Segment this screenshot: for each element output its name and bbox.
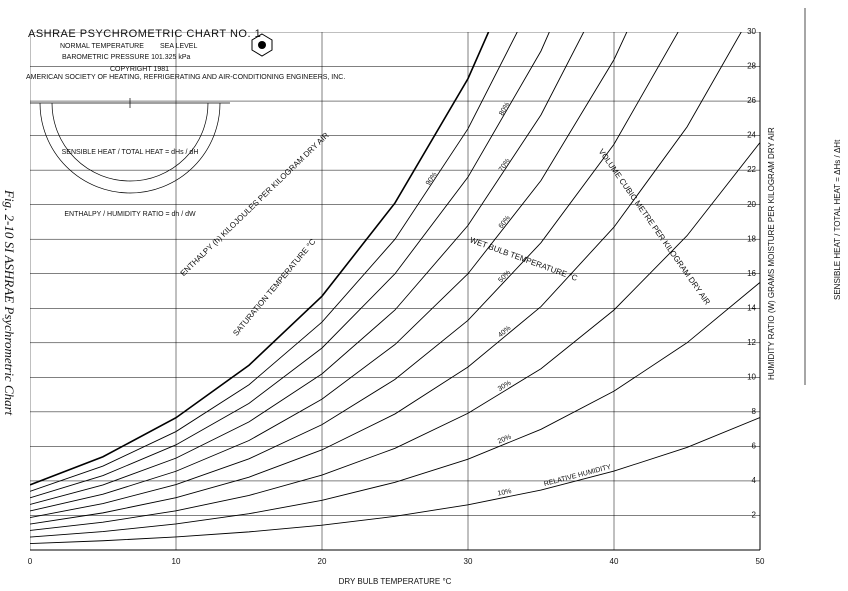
rh-curve — [30, 417, 760, 544]
y-tick-label: 24 — [747, 131, 756, 140]
legend-label: 50% — [497, 269, 512, 284]
y-tick-label: 14 — [747, 303, 756, 312]
y-tick-label: 22 — [747, 165, 756, 174]
annotation: SENSIBLE HEAT / TOTAL HEAT = ΔHs / ΔHt — [833, 139, 842, 300]
protractor-label: ENTHALPY / HUMIDITY RATIO = dh / dW — [64, 211, 196, 218]
rh-curve — [30, 32, 585, 505]
x-tick-label: 0 — [28, 557, 33, 566]
chart-title: ASHRAE PSYCHROMETRIC CHART NO. 1 — [28, 28, 261, 40]
y-tick-label: 8 — [752, 407, 757, 416]
x-tick-label: 20 — [318, 557, 327, 566]
subtitle: AMERICAN SOCIETY OF HEATING, REFRIGERATI… — [26, 74, 345, 81]
x-tick-label: 10 — [172, 557, 181, 566]
annotation: ENTHALPY (h) KILOJOULES PER KILOGRAM DRY… — [179, 130, 331, 277]
annotation: SATURATION TEMPERATURE °C — [231, 237, 317, 338]
annotation: RELATIVE HUMIDITY — [543, 464, 612, 488]
y-tick-label: 16 — [747, 269, 756, 278]
rh-curve — [30, 32, 628, 512]
y-tick-label: 28 — [747, 62, 756, 71]
rh-curve — [30, 32, 679, 518]
y-tick-label: 12 — [747, 338, 756, 347]
legend-label: 60% — [498, 215, 512, 230]
caption: Fig. 2-10 SI ASHRAE Psychrometric Chart — [2, 189, 17, 416]
y-tick-label: 10 — [747, 372, 756, 381]
protractor-label: SENSIBLE HEAT / TOTAL HEAT = dHs / dH — [62, 149, 199, 156]
plot-area — [30, 32, 760, 550]
y-tick-label: 20 — [747, 200, 756, 209]
y-tick-label: 26 — [747, 96, 756, 105]
protractor — [30, 98, 230, 194]
legend-label: 10% — [497, 488, 512, 498]
rh-curve — [30, 32, 742, 525]
rh-curve — [30, 32, 518, 492]
subtitle: SEA LEVEL — [160, 43, 197, 50]
legend-label: 20% — [497, 434, 513, 446]
x-tick-label: 50 — [756, 557, 765, 566]
rh-curve — [30, 142, 760, 531]
saturation-curve — [30, 32, 490, 486]
x-tick-label: 40 — [610, 557, 619, 566]
rh-curve — [30, 32, 550, 499]
y-tick-label: 30 — [747, 27, 756, 36]
x-tick-label: 30 — [464, 557, 473, 566]
rh-curve — [30, 282, 760, 538]
subtitle: COPYRIGHT 1981 — [110, 66, 169, 73]
logo — [251, 33, 273, 57]
y-tick-label: 18 — [747, 234, 756, 243]
y-axis-label: HUMIDITY RATIO (W) GRAMS MOISTURE PER KI… — [767, 127, 776, 380]
legend-label: 70% — [498, 158, 512, 174]
y-tick-label: 4 — [752, 476, 757, 485]
y-tick-label: 2 — [752, 511, 757, 520]
x-axis-label: DRY BULB TEMPERATURE °C — [339, 577, 452, 586]
legend-label: 80% — [498, 101, 511, 117]
y-tick-label: 6 — [752, 442, 757, 451]
subtitle: NORMAL TEMPERATURE — [60, 43, 144, 50]
legend-label: 90% — [425, 171, 439, 187]
annotation: WET BULB TEMPERATURE °C — [469, 235, 579, 282]
subtitle: BAROMETRIC PRESSURE 101.325 kPa — [62, 54, 190, 61]
